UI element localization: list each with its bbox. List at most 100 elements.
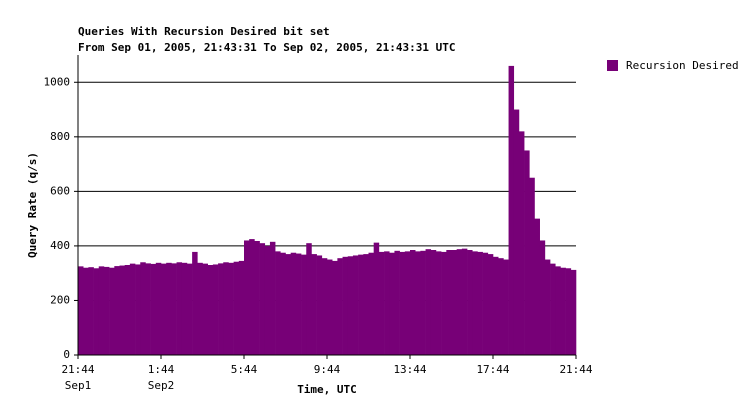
- bar: [456, 249, 463, 355]
- bar: [295, 253, 302, 355]
- bar: [420, 250, 426, 355]
- bar: [249, 239, 255, 355]
- bar: [259, 243, 266, 355]
- bar: [114, 266, 120, 355]
- bar: [269, 241, 276, 355]
- bar: [78, 266, 84, 355]
- bar: [207, 265, 214, 355]
- bar: [280, 252, 286, 355]
- bar: [109, 267, 115, 355]
- bar: [275, 251, 281, 355]
- x-tick-label: 17:44: [476, 363, 509, 376]
- bar: [135, 264, 141, 355]
- bar: [181, 262, 188, 355]
- bar: [378, 251, 385, 355]
- bar: [363, 254, 369, 355]
- bar: [171, 263, 177, 355]
- y-tick-label: 1000: [44, 75, 71, 88]
- bar: [555, 266, 561, 355]
- y-tick-label: 0: [63, 348, 70, 361]
- bar: [186, 263, 193, 355]
- bar: [425, 249, 432, 355]
- bar: [321, 258, 328, 355]
- bar: [161, 263, 167, 355]
- bar: [285, 254, 291, 355]
- bar: [166, 262, 172, 355]
- legend-swatch: [607, 60, 618, 71]
- bar: [477, 251, 483, 355]
- y-tick-label: 800: [50, 130, 70, 143]
- bar: [529, 177, 535, 355]
- bar: [430, 250, 437, 355]
- x-axis-label: Time, UTC: [297, 383, 357, 396]
- bar: [472, 251, 478, 355]
- y-tick-label: 600: [50, 184, 70, 197]
- bars: [78, 65, 577, 355]
- bar: [482, 252, 489, 355]
- x-tick-label: 9:44: [314, 363, 341, 376]
- bar: [451, 250, 457, 355]
- bar: [238, 260, 245, 355]
- y-tick-label: 400: [50, 239, 70, 252]
- bar: [415, 251, 421, 355]
- bar: [244, 240, 250, 355]
- bar: [384, 251, 390, 355]
- bar: [560, 267, 566, 355]
- bar: [534, 218, 540, 355]
- bar: [461, 248, 468, 355]
- bar: [150, 263, 157, 355]
- bar: [337, 258, 343, 355]
- bar: [332, 260, 338, 355]
- bar: [404, 251, 411, 355]
- bar: [358, 254, 364, 355]
- bar: [140, 262, 146, 355]
- bar: [373, 242, 380, 355]
- chart-subtitle: From Sep 01, 2005, 21:43:31 To Sep 02, 2…: [78, 41, 456, 54]
- bar: [176, 262, 183, 355]
- bar: [192, 251, 198, 355]
- bar: [539, 240, 546, 355]
- bar: [347, 256, 354, 355]
- bar: [544, 259, 551, 355]
- bar: [301, 254, 307, 355]
- bar: [83, 267, 89, 355]
- bar: [290, 252, 297, 355]
- bar: [518, 131, 525, 355]
- x-date-label: Sep1: [65, 379, 92, 392]
- bar: [124, 265, 131, 355]
- bar: [93, 268, 100, 355]
- bar: [218, 263, 224, 355]
- bar: [145, 263, 151, 355]
- bar: [119, 265, 125, 355]
- bar: [197, 262, 203, 355]
- bar: [513, 109, 520, 355]
- bar: [565, 268, 572, 355]
- bar: [446, 250, 452, 355]
- x-date-label: Sep2: [148, 379, 175, 392]
- bar: [342, 256, 349, 355]
- bar: [394, 250, 400, 355]
- bar: [389, 252, 395, 355]
- bar: [327, 259, 333, 355]
- bar: [264, 245, 271, 355]
- bar: [498, 258, 504, 355]
- bar: [254, 241, 260, 355]
- bar: [441, 251, 447, 355]
- x-tick-label: 5:44: [231, 363, 258, 376]
- bar: [352, 255, 359, 355]
- bar: [316, 255, 323, 355]
- bar: [103, 266, 110, 355]
- bar: [88, 267, 94, 355]
- bar: [223, 262, 229, 355]
- bar: [399, 251, 406, 355]
- bar: [503, 259, 509, 355]
- x-tick-label: 1:44: [148, 363, 175, 376]
- bar: [311, 254, 317, 355]
- bar: [202, 263, 208, 355]
- y-axis-label: Query Rate (q/s): [26, 152, 39, 258]
- bar: [493, 256, 499, 355]
- x-tick-label: 13:44: [393, 363, 426, 376]
- bar: [228, 262, 234, 355]
- bar: [233, 261, 240, 355]
